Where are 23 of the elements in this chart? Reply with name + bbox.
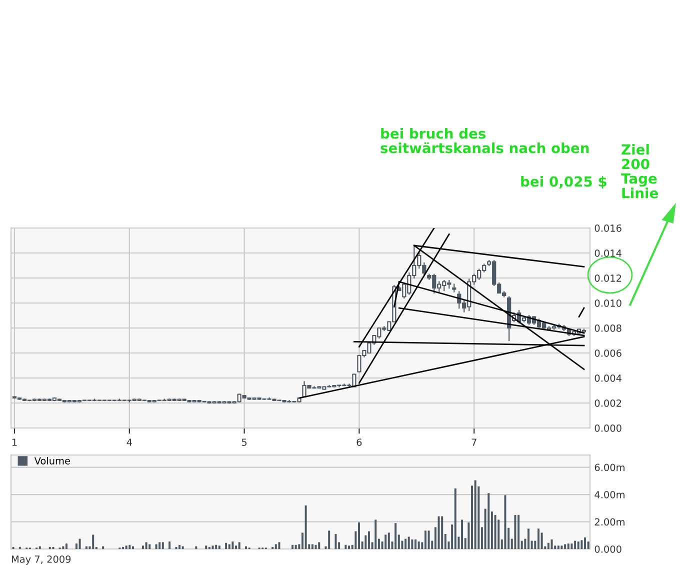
y-tick-label: 2.00m [594,518,624,526]
text: bei bruch des seitwärtskanals nach oben [380,128,589,154]
legend-label: Volume [34,456,70,464]
y-tick-label: 0.014 [594,249,622,257]
y-tick-label: 0.012 [594,274,622,282]
y-tick-label: 0.000 [594,545,622,553]
x-tick-label: 7 [472,438,476,446]
x-tick-label: 6 [356,438,362,446]
y-tick-label: 0.006 [594,349,622,357]
y-tick-label: 4.00m [594,490,624,498]
text: bei 0,025 $ [521,176,606,189]
text: May 7, 2009 [12,555,71,565]
y-tick-label: 0.010 [594,299,622,307]
x-tick-label: 1 [12,438,17,446]
y-tick-label: 0.000 [594,424,622,432]
y-tick-label: 0.016 [594,224,622,232]
y-tick-label: 0.002 [594,399,622,407]
y-tick-label: 0.004 [594,374,622,382]
x-tick-label: 5 [242,438,247,446]
text: Ziel 200 Tage Linie [621,144,658,198]
x-tick-label: 4 [126,438,132,446]
y-tick-label: 0.008 [594,324,622,332]
y-tick-label: 6.00m [594,464,624,472]
